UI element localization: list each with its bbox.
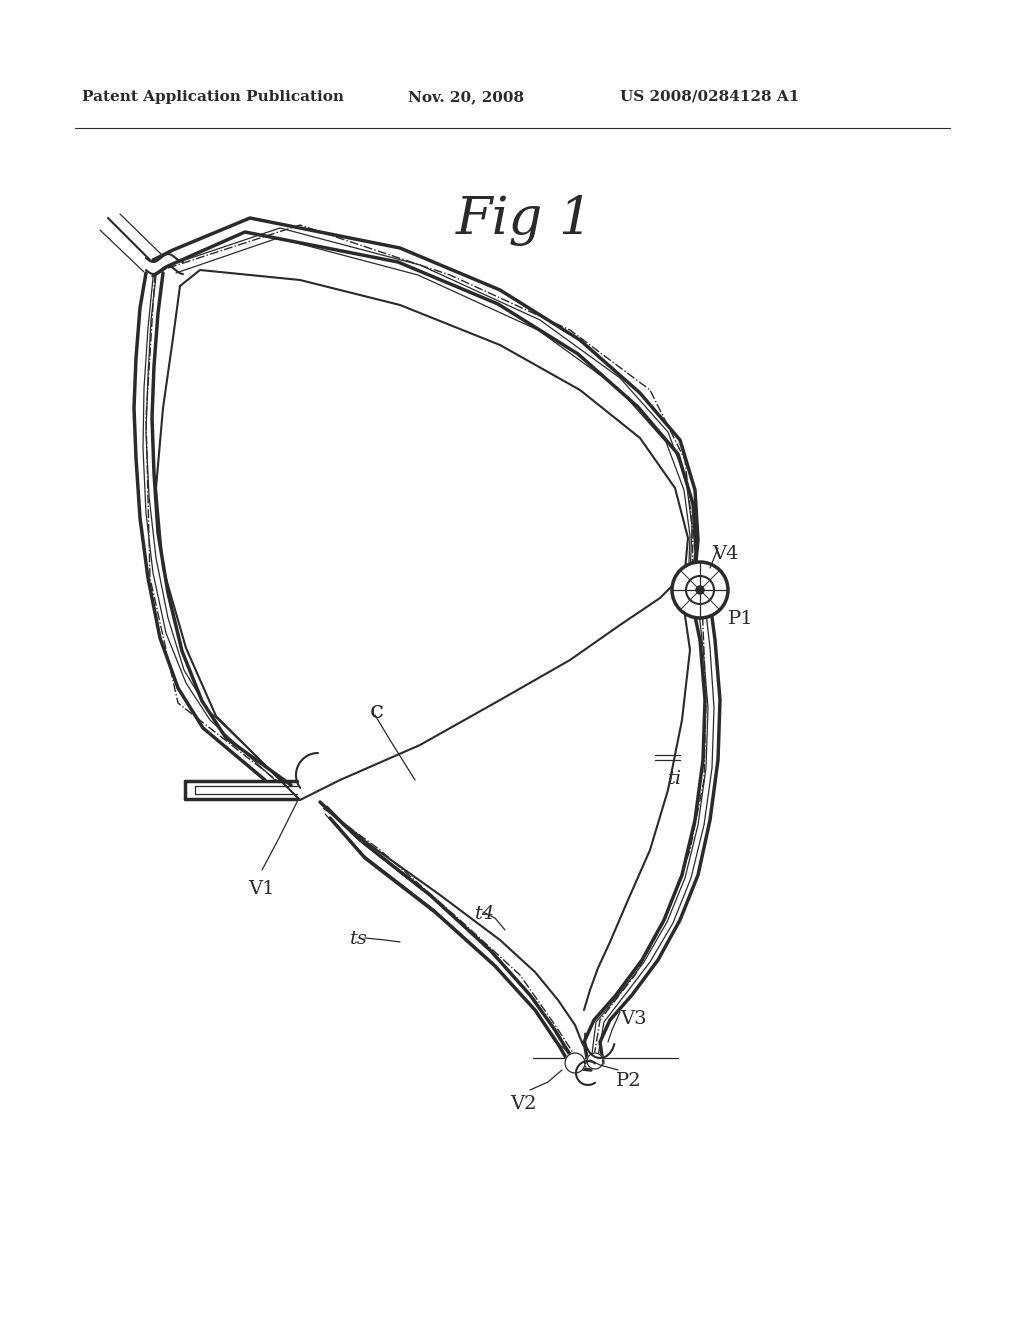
Text: Patent Application Publication: Patent Application Publication	[82, 90, 344, 104]
Text: ti: ti	[668, 770, 682, 788]
Circle shape	[672, 562, 728, 618]
Polygon shape	[587, 1053, 603, 1069]
Text: ts: ts	[350, 931, 368, 948]
Text: V4: V4	[712, 545, 738, 564]
Polygon shape	[565, 1053, 585, 1073]
Text: V1: V1	[248, 880, 274, 898]
Text: t4: t4	[475, 906, 496, 923]
Text: V3: V3	[620, 1010, 646, 1028]
Circle shape	[696, 586, 705, 594]
Text: P2: P2	[616, 1072, 642, 1090]
Text: c: c	[370, 700, 384, 723]
Text: P1: P1	[728, 610, 754, 628]
Text: Fig 1: Fig 1	[457, 195, 594, 246]
Text: V2: V2	[510, 1096, 537, 1113]
Text: Nov. 20, 2008: Nov. 20, 2008	[408, 90, 524, 104]
Text: US 2008/0284128 A1: US 2008/0284128 A1	[620, 90, 800, 104]
